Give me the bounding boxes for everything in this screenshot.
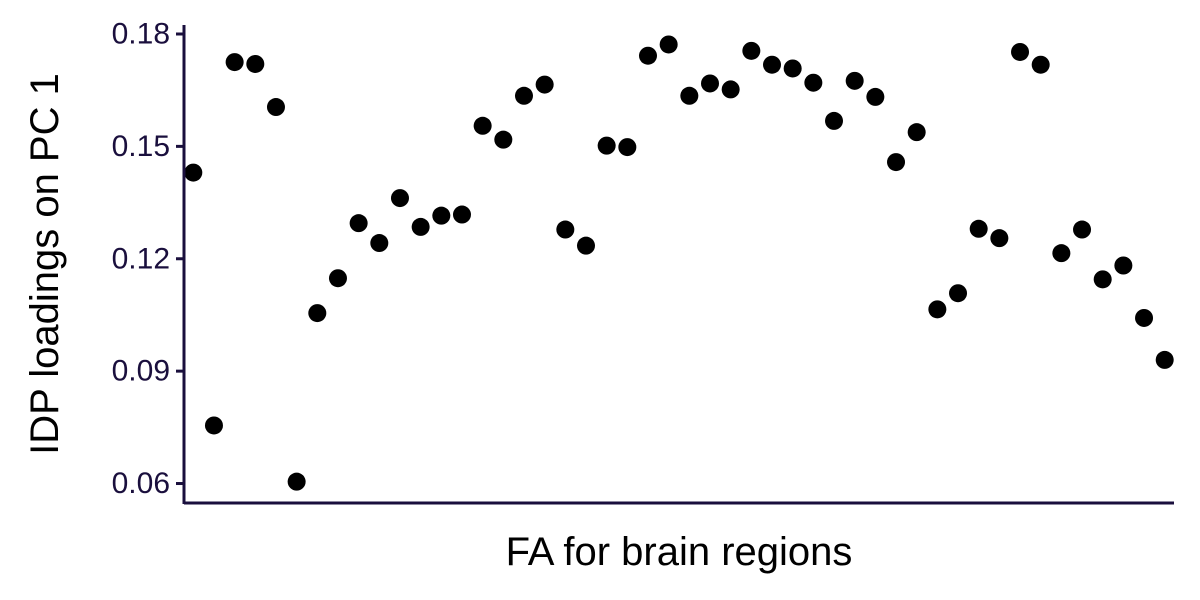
- data-point: [990, 229, 1009, 248]
- y-tick-label: 0.06: [112, 467, 170, 500]
- data-point: [928, 300, 947, 319]
- data-point: [370, 234, 389, 253]
- data-point: [866, 87, 885, 106]
- data-point: [783, 59, 802, 78]
- data-point: [949, 284, 968, 303]
- data-point: [804, 73, 823, 92]
- data-point: [494, 130, 513, 149]
- data-points: [184, 35, 1174, 491]
- data-point: [680, 86, 699, 105]
- data-point: [308, 304, 327, 323]
- data-point: [907, 123, 926, 142]
- x-axis-title: FA for brain regions: [506, 530, 853, 574]
- data-point: [887, 153, 906, 172]
- y-tick-label: 0.15: [112, 130, 170, 163]
- data-point: [1135, 308, 1154, 327]
- data-point: [825, 111, 844, 130]
- y-axis-title: IDP loadings on PC 1: [23, 73, 67, 455]
- data-point: [1011, 42, 1030, 61]
- y-axis-ticks: 0.06 0.09 0.12 0.15 0.18: [112, 17, 184, 500]
- data-point: [742, 41, 761, 60]
- data-point: [432, 206, 451, 225]
- data-point: [328, 269, 347, 288]
- y-tick-label: 0.09: [112, 355, 170, 388]
- data-point: [618, 138, 637, 157]
- data-point: [1031, 55, 1050, 74]
- data-point: [225, 53, 244, 72]
- data-point: [845, 71, 864, 90]
- data-point: [514, 86, 533, 105]
- y-tick-label: 0.18: [112, 17, 170, 50]
- data-point: [1052, 244, 1071, 263]
- data-point: [1073, 220, 1092, 239]
- data-point: [597, 136, 616, 155]
- data-point: [535, 75, 554, 94]
- data-point: [1155, 350, 1174, 369]
- data-point: [1093, 270, 1112, 289]
- data-point: [659, 35, 678, 54]
- data-point: [266, 98, 285, 117]
- data-point: [701, 74, 720, 93]
- data-point: [969, 219, 988, 238]
- data-point: [721, 80, 740, 99]
- data-point: [349, 214, 368, 233]
- data-point: [246, 54, 265, 73]
- data-point: [473, 116, 492, 135]
- data-point: [556, 220, 575, 239]
- data-point: [576, 236, 595, 255]
- y-tick-label: 0.12: [112, 242, 170, 275]
- data-point: [411, 217, 430, 236]
- data-point: [204, 416, 223, 435]
- data-point: [287, 472, 306, 491]
- data-point: [452, 205, 471, 224]
- data-point: [184, 163, 203, 182]
- data-point: [390, 189, 409, 208]
- data-point: [763, 55, 782, 74]
- data-point: [1114, 256, 1133, 275]
- data-point: [638, 46, 657, 65]
